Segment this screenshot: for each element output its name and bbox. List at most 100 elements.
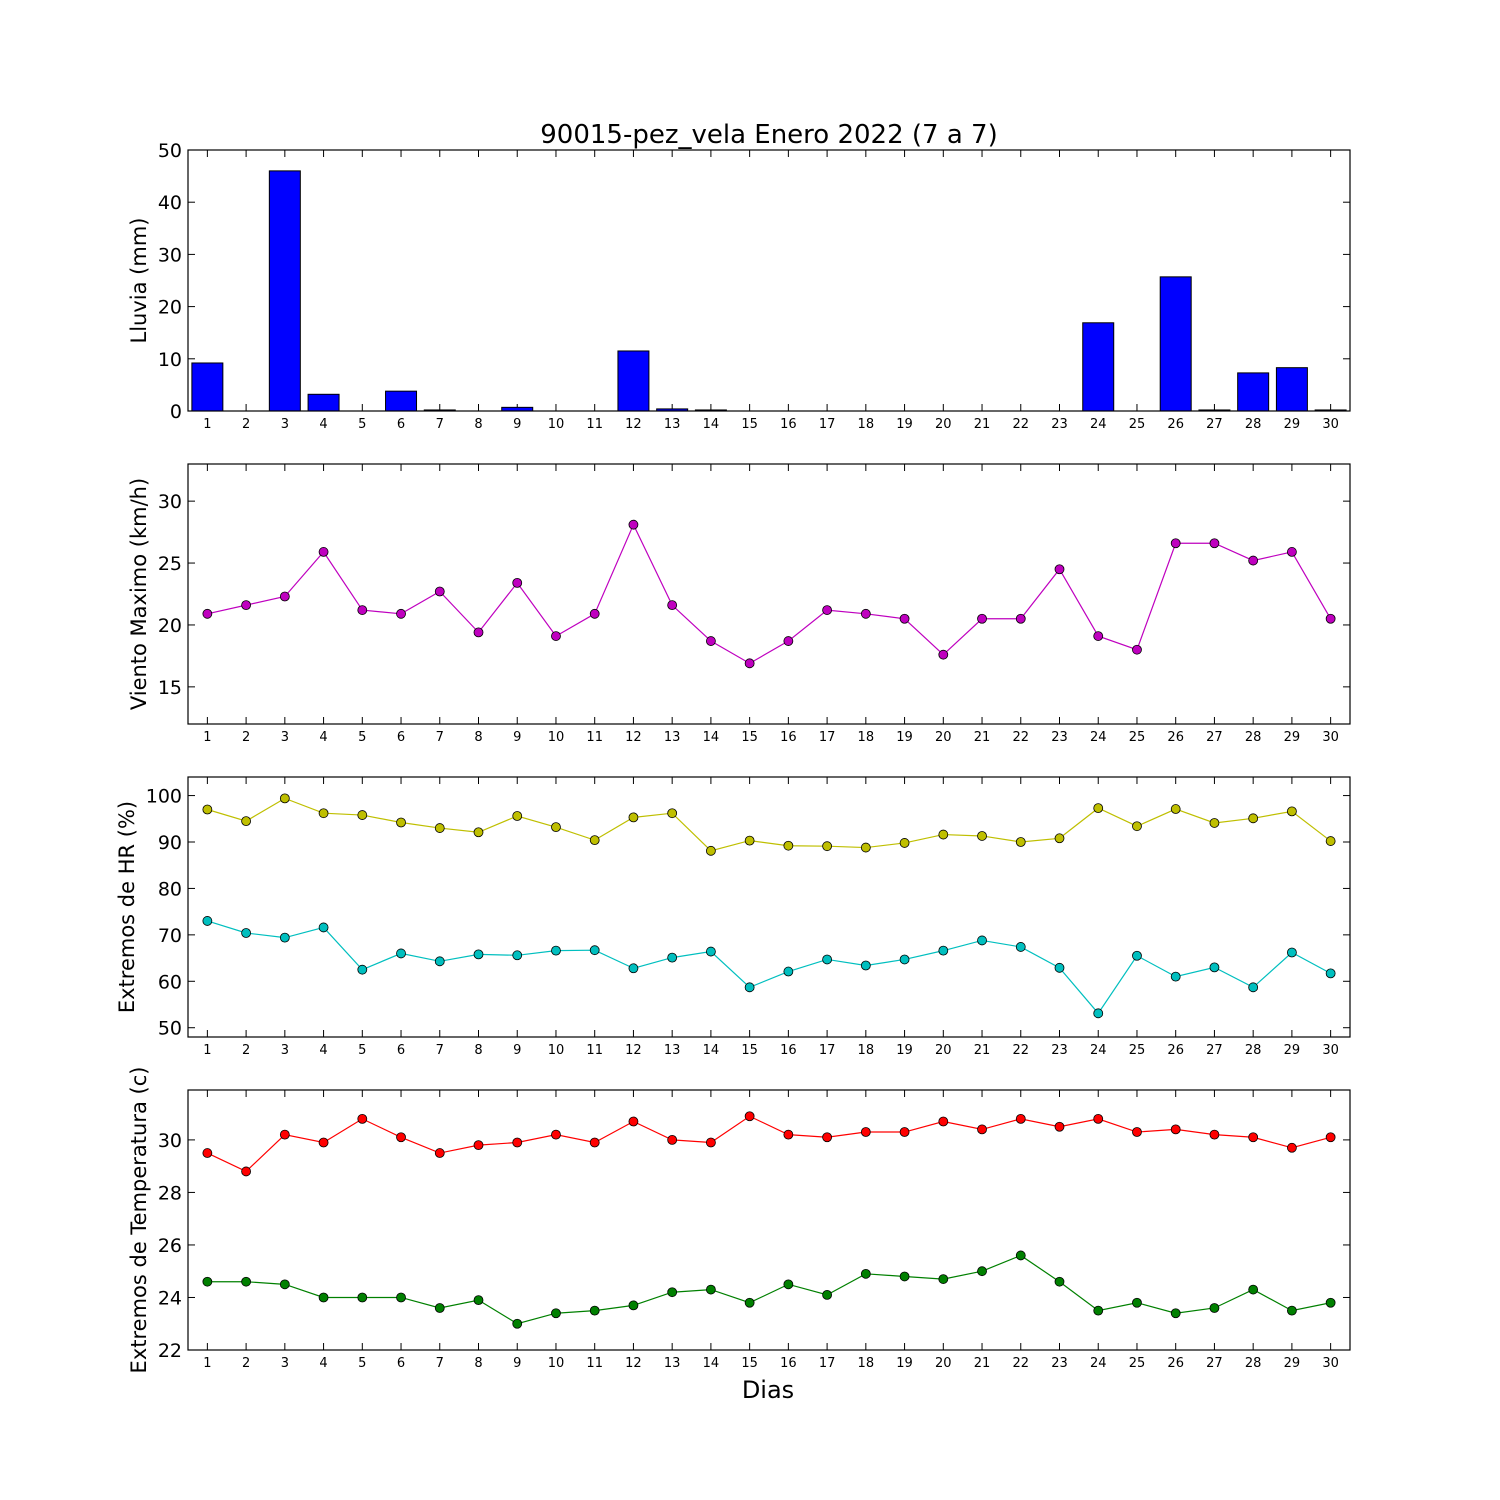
humidity-series-1-point xyxy=(1132,950,1142,961)
humidity-xtick-label: 28 xyxy=(1245,1043,1262,1058)
humidity-series-0-point xyxy=(1287,806,1297,817)
temperature-series-0-line xyxy=(207,1115,1331,1173)
rain-xtick-label: 30 xyxy=(1322,417,1339,432)
temperature-series-1-point xyxy=(396,1292,406,1303)
rain-ytick-label: 10 xyxy=(158,349,182,371)
rain-xtick-label: 8 xyxy=(474,417,482,432)
humidity-xtick-label: 4 xyxy=(319,1043,327,1058)
wind-series-0-point xyxy=(706,636,716,646)
humidity-series-1-point xyxy=(783,966,794,977)
wind-xtick-label: 16 xyxy=(780,730,797,745)
rain-xtick-label: 17 xyxy=(819,417,836,432)
wind-xtick-label: 14 xyxy=(703,730,720,745)
humidity-xtick-label: 21 xyxy=(974,1043,991,1058)
humidity-series-1-point xyxy=(706,946,716,957)
humidity-xtick-label: 30 xyxy=(1322,1043,1339,1058)
wind-series-0-point xyxy=(744,658,755,669)
temperature-xtick-label: 13 xyxy=(664,1356,681,1371)
temperature-axes-frame xyxy=(187,1089,1351,1351)
humidity-ytick-label: 100 xyxy=(146,786,182,808)
humidity-series-0-point xyxy=(1209,818,1220,828)
rain-xtick-label: 22 xyxy=(1012,417,1029,432)
humidity-series-1-point xyxy=(899,954,910,965)
temperature-xtick-label: 5 xyxy=(358,1356,366,1371)
humidity-series-1-point xyxy=(473,949,484,960)
wind-xtick-label: 28 xyxy=(1245,730,1262,745)
temperature-series-1-point xyxy=(1248,1284,1259,1295)
wind-series-0-point xyxy=(822,605,832,615)
temperature-series-1-line xyxy=(207,1254,1331,1325)
humidity-xtick-label: 23 xyxy=(1051,1043,1068,1058)
temperature-series-0-point xyxy=(899,1127,910,1137)
humidity-series-0-point xyxy=(744,835,755,846)
wind-xtick-label: 13 xyxy=(664,730,681,745)
humidity-series-1-point xyxy=(860,960,871,971)
wind-xtick-label: 30 xyxy=(1322,730,1339,745)
humidity-series-1-point xyxy=(434,956,445,967)
humidity-series-1-point xyxy=(938,945,949,956)
humidity-xtick-label: 25 xyxy=(1129,1043,1146,1058)
rain-xtick-label: 11 xyxy=(586,417,603,432)
humidity-xtick-label: 12 xyxy=(625,1043,642,1058)
humidity-series-1-point xyxy=(744,982,755,993)
rain-xtick-label: 4 xyxy=(319,417,327,432)
rain-ytick-label: 40 xyxy=(158,192,182,214)
rain-ytick-label: 30 xyxy=(158,244,182,266)
humidity-series-0-point xyxy=(1054,833,1065,844)
wind-xtick-label: 10 xyxy=(548,730,565,745)
temperature-xtick-label: 1 xyxy=(203,1356,211,1371)
humidity-series-0-point xyxy=(1325,836,1336,846)
humidity-series-1-point xyxy=(822,954,832,965)
temperature-series-0-point xyxy=(783,1129,794,1140)
humidity-series-1-point xyxy=(279,932,290,943)
humidity-xtick-label: 8 xyxy=(474,1043,482,1058)
temperature-xtick-label: 21 xyxy=(974,1356,991,1371)
wind-series-0-point xyxy=(589,608,600,619)
temperature-xtick-label: 29 xyxy=(1284,1356,1301,1371)
temperature-series-0-point xyxy=(1248,1132,1259,1143)
temperature-series-0-point xyxy=(1015,1113,1026,1124)
rain-xtick-label: 23 xyxy=(1051,417,1068,432)
humidity-series-1-point xyxy=(1325,968,1336,979)
wind-series-0-point xyxy=(938,649,949,660)
temperature-xtick-label: 20 xyxy=(935,1356,952,1371)
humidity-series-1-point xyxy=(1209,962,1220,973)
humidity-series-1-point xyxy=(977,935,987,946)
wind-series-0-point xyxy=(667,600,678,611)
humidity-ytick-label: 60 xyxy=(158,971,182,993)
rain-xtick-label: 19 xyxy=(896,417,913,432)
temperature-series-1-point xyxy=(977,1266,987,1277)
temperature-xtick-label: 14 xyxy=(703,1356,720,1371)
temperature-series-1-point xyxy=(822,1289,832,1300)
rain-bar xyxy=(191,362,224,412)
temperature-xtick-label: 19 xyxy=(896,1356,913,1371)
rain-ytick-label: 20 xyxy=(158,297,182,319)
wind-series-0-point xyxy=(783,636,794,646)
temperature-series-0-point xyxy=(473,1140,484,1151)
wind-xtick-label: 25 xyxy=(1129,730,1146,745)
humidity-series-0-point xyxy=(318,808,329,819)
wind-xtick-label: 15 xyxy=(741,730,758,745)
wind-series-0-point xyxy=(551,631,561,641)
wind-series-0-point xyxy=(1015,613,1026,624)
wind-xtick-label: 21 xyxy=(974,730,991,745)
humidity-series-1-point xyxy=(318,922,329,933)
temperature-series-1-point xyxy=(706,1284,716,1295)
temperature-series-1-point xyxy=(938,1274,949,1284)
humidity-series-1-point xyxy=(667,952,678,963)
wind-series-0-point xyxy=(860,608,871,619)
temperature-series-0-point xyxy=(202,1148,213,1158)
wind-xtick-label: 24 xyxy=(1090,730,1107,745)
humidity-y-axis-label: Extremos de HR (%) xyxy=(115,801,139,1013)
temperature-series-1-point xyxy=(589,1305,600,1316)
temperature-series-1-point xyxy=(860,1268,871,1279)
wind-series-0-point xyxy=(1170,538,1181,549)
temperature-series-0-point xyxy=(241,1166,252,1177)
temperature-series-1-point xyxy=(1132,1297,1142,1308)
temperature-xtick-label: 28 xyxy=(1245,1356,1262,1371)
humidity-xtick-label: 9 xyxy=(513,1043,521,1058)
